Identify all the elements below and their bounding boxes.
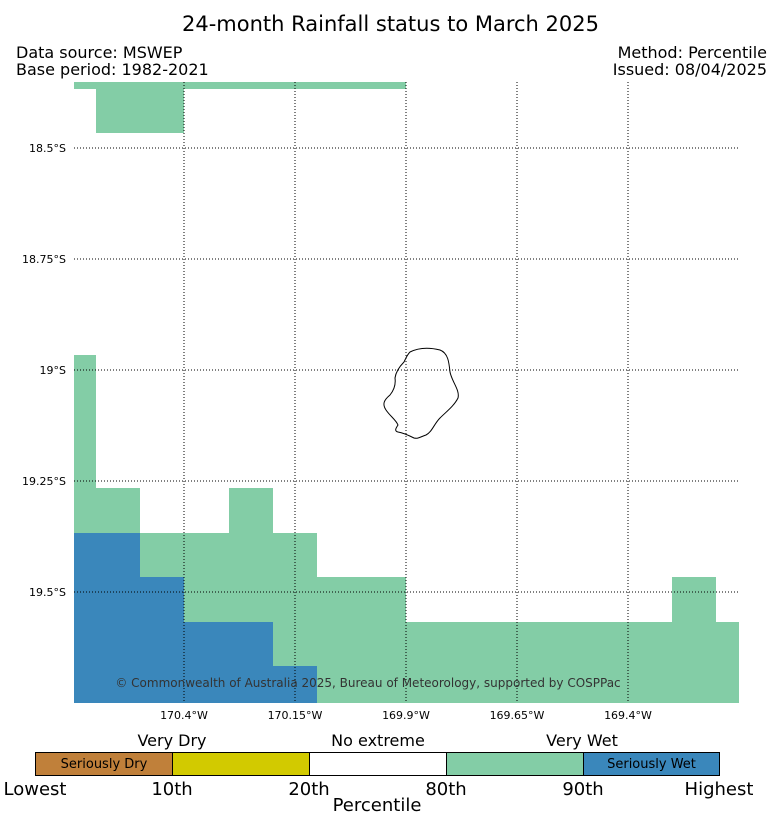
island-coastline [383,347,459,439]
very-wet-cell [317,577,406,622]
data-source: Data source: MSWEP [16,43,183,62]
very-wet-cell [273,622,406,666]
colorbar-tick: 90th [562,779,604,800]
map-title: 24-month Rainfall status to March 2025 [182,12,599,36]
lat-label: 18.75°S [22,253,66,266]
colorbar-tick: 80th [425,779,467,800]
very-wet-cell [672,577,716,622]
lon-label: 170.4°W [160,709,208,722]
colorbar-group-label: Very Dry [137,731,207,750]
very-wet-cell [96,488,140,533]
colorbar-group-label: Very Wet [546,731,618,750]
seriously-wet-cell [140,577,184,703]
colorbar-very-dry [172,752,310,776]
colorbar-tick: Highest [684,779,754,800]
seriously-wet-cell [184,622,273,703]
method-info: Method: Percentile Issued: 08/04/2025 [613,44,767,78]
lat-label: 19.25°S [22,475,66,488]
very-wet-cell [74,355,96,533]
lon-label: 169.9°W [382,709,430,722]
colorbar-tick: Lowest [3,779,67,800]
colorbar-tick: 10th [151,779,193,800]
colorbar-seriously-dry: Seriously Dry [35,752,173,776]
source-info: Data source: MSWEP Base period: 1982-202… [16,44,209,78]
lon-label: 169.4°W [604,709,652,722]
lon-label: 169.65°W [489,709,545,722]
very-wet-cell [317,666,406,703]
colorbar-axis-label: Percentile [332,795,422,816]
copyright-notice: © Commonwealth of Australia 2025, Bureau… [115,676,621,690]
colorbar-seriously-wet: Seriously Wet [583,752,720,776]
seriously-wet-cell [74,533,140,703]
seriously-wet-cell [273,666,317,703]
very-wet-cell [140,533,317,577]
colorbar-tick: 20th [288,779,330,800]
colorbar-group-label: No extreme [331,731,425,750]
very-wet-cell [672,622,739,703]
colorbar-no-extreme [309,752,447,776]
base-period: Base period: 1982-2021 [16,60,209,79]
very-wet-cell [406,622,672,703]
issued-date: Issued: 08/04/2025 [612,60,767,79]
colorbar-very-wet [446,752,584,776]
rainfall-grid [74,82,739,703]
very-wet-cell [229,488,273,533]
lon-label: 170.15°W [267,709,323,722]
very-wet-cell [96,82,184,133]
lat-label: 19°S [39,364,66,377]
lat-label: 19.5°S [29,586,66,599]
lat-label: 18.5°S [29,142,66,155]
method: Method: Percentile [617,43,767,62]
